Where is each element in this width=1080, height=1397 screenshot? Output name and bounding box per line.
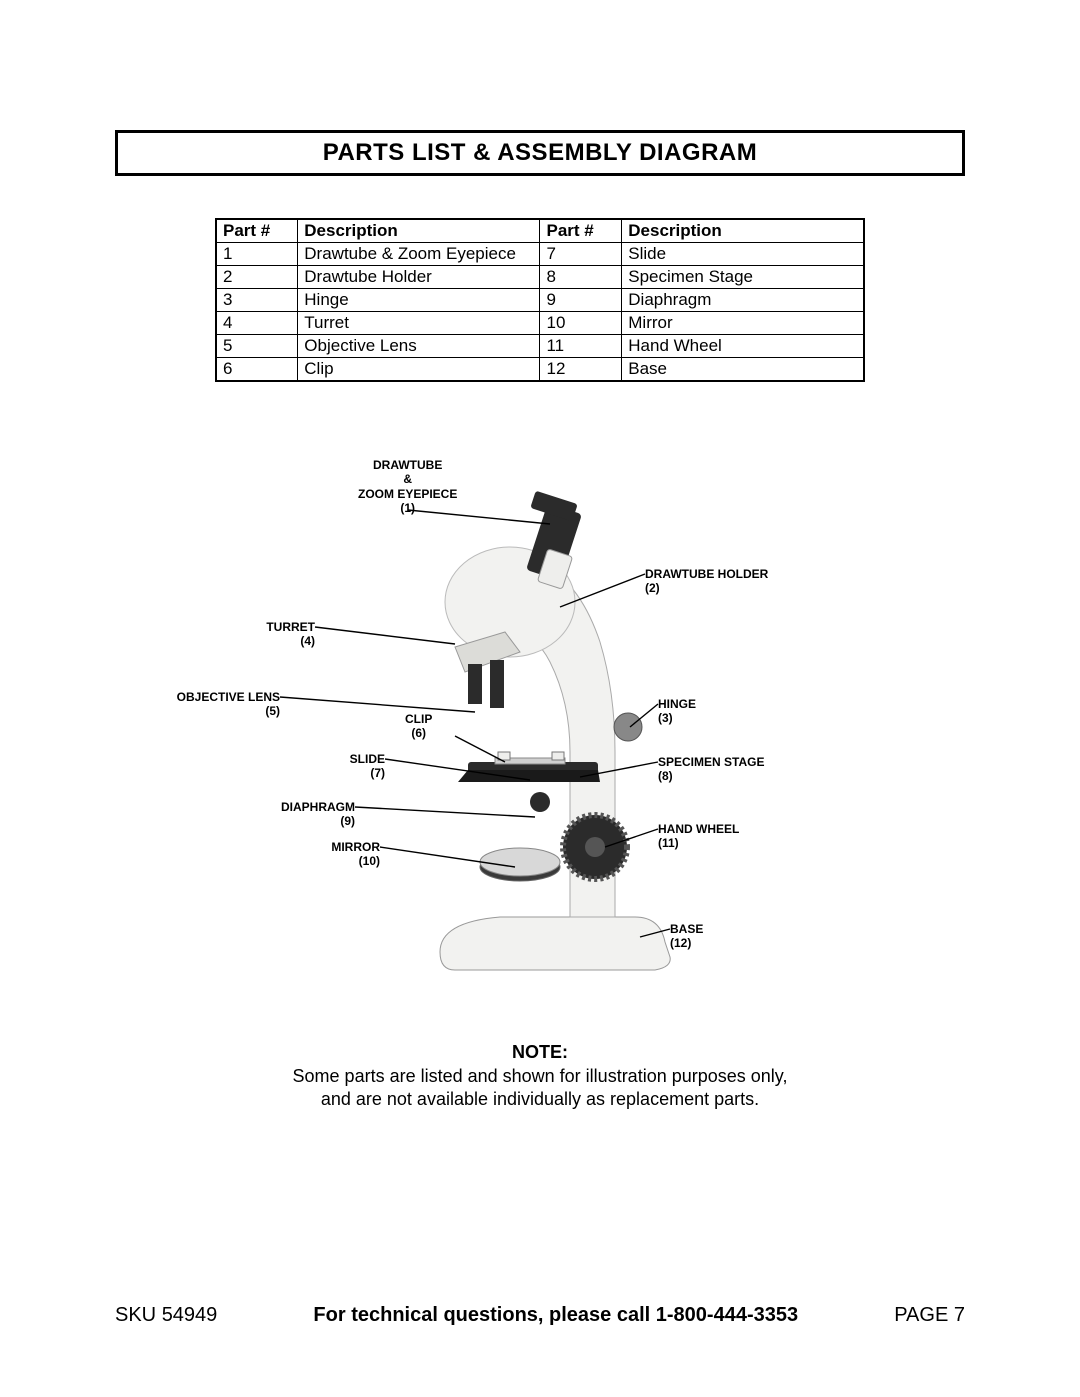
cell-part-num: 9 bbox=[540, 289, 622, 312]
th-part-b: Part # bbox=[540, 219, 622, 243]
diagram-label-l1: DRAWTUBE & ZOOM EYEPIECE (1) bbox=[358, 458, 457, 516]
diagram-label-l6: CLIP (6) bbox=[405, 712, 432, 741]
cell-description: Mirror bbox=[622, 312, 864, 335]
diagram-label-l4: TURRET (4) bbox=[175, 620, 315, 649]
diagram-label-l8: SPECIMEN STAGE (8) bbox=[658, 755, 764, 784]
tech-support-line: For technical questions, please call 1-8… bbox=[313, 1304, 798, 1327]
cell-description: Hinge bbox=[298, 289, 540, 312]
sku-value: 54949 bbox=[162, 1304, 218, 1326]
diagram-label-l9: DIAPHRAGM (9) bbox=[215, 800, 355, 829]
note-heading: NOTE: bbox=[115, 1042, 965, 1063]
diagram-label-l7: SLIDE (7) bbox=[245, 752, 385, 781]
note-line-1: Some parts are listed and shown for illu… bbox=[115, 1065, 965, 1088]
assembly-diagram: DRAWTUBE & ZOOM EYEPIECE (1)TURRET (4)OB… bbox=[240, 452, 840, 1012]
cell-part-num: 11 bbox=[540, 335, 622, 358]
diagram-label-l2: DRAWTUBE HOLDER (2) bbox=[645, 567, 768, 596]
diagram-label-l5: OBJECTIVE LENS (5) bbox=[140, 690, 280, 719]
table-row: 3Hinge9Diaphragm bbox=[216, 289, 864, 312]
diagram-label-l12: BASE (12) bbox=[670, 922, 703, 951]
sku: SKU 54949 bbox=[115, 1304, 217, 1327]
cell-part-num: 8 bbox=[540, 266, 622, 289]
diagram-label-l10: MIRROR (10) bbox=[240, 840, 380, 869]
page-value: 7 bbox=[954, 1304, 965, 1326]
parts-table: Part # Description Part # Description 1D… bbox=[215, 218, 865, 382]
page-label: PAGE bbox=[894, 1304, 948, 1326]
cell-description: Clip bbox=[298, 358, 540, 382]
cell-part-num: 4 bbox=[216, 312, 298, 335]
sku-label: SKU bbox=[115, 1304, 156, 1326]
cell-part-num: 12 bbox=[540, 358, 622, 382]
cell-description: Slide bbox=[622, 243, 864, 266]
cell-description: Turret bbox=[298, 312, 540, 335]
cell-part-num: 3 bbox=[216, 289, 298, 312]
cell-description: Drawtube Holder bbox=[298, 266, 540, 289]
table-row: 1Drawtube & Zoom Eyepiece7Slide bbox=[216, 243, 864, 266]
table-header-row: Part # Description Part # Description bbox=[216, 219, 864, 243]
diagram-label-l3: HINGE (3) bbox=[658, 697, 696, 726]
cell-part-num: 5 bbox=[216, 335, 298, 358]
cell-description: Specimen Stage bbox=[622, 266, 864, 289]
table-row: 5Objective Lens11Hand Wheel bbox=[216, 335, 864, 358]
th-desc-a: Description bbox=[298, 219, 540, 243]
cell-description: Base bbox=[622, 358, 864, 382]
table-row: 2Drawtube Holder8Specimen Stage bbox=[216, 266, 864, 289]
note-line-2: and are not available individually as re… bbox=[115, 1088, 965, 1111]
cell-description: Diaphragm bbox=[622, 289, 864, 312]
page: PARTS LIST & ASSEMBLY DIAGRAM Part # Des… bbox=[0, 0, 1080, 1397]
diagram-label-l11: HAND WHEEL (11) bbox=[658, 822, 739, 851]
cell-part-num: 6 bbox=[216, 358, 298, 382]
cell-description: Hand Wheel bbox=[622, 335, 864, 358]
cell-description: Drawtube & Zoom Eyepiece bbox=[298, 243, 540, 266]
table-row: 4Turret10Mirror bbox=[216, 312, 864, 335]
cell-part-num: 7 bbox=[540, 243, 622, 266]
cell-part-num: 1 bbox=[216, 243, 298, 266]
note-block: NOTE: Some parts are listed and shown fo… bbox=[115, 1042, 965, 1110]
microscope-illustration bbox=[240, 452, 840, 1012]
cell-part-num: 10 bbox=[540, 312, 622, 335]
table-row: 6Clip12Base bbox=[216, 358, 864, 382]
page-number: PAGE 7 bbox=[894, 1304, 965, 1327]
cell-description: Objective Lens bbox=[298, 335, 540, 358]
th-part-a: Part # bbox=[216, 219, 298, 243]
section-title: PARTS LIST & ASSEMBLY DIAGRAM bbox=[115, 130, 965, 176]
page-footer: SKU 54949 For technical questions, pleas… bbox=[115, 1304, 965, 1327]
cell-part-num: 2 bbox=[216, 266, 298, 289]
th-desc-b: Description bbox=[622, 219, 864, 243]
